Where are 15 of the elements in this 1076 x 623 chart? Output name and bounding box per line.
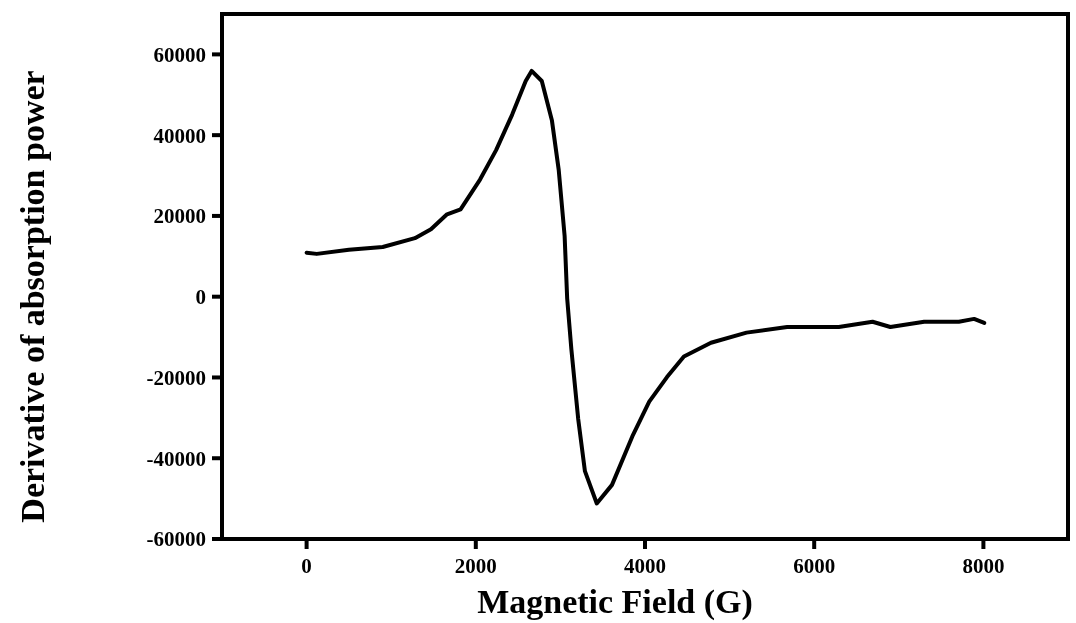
y-axis-title: Derivative of absorption power bbox=[14, 70, 51, 523]
y-tick-label: -40000 bbox=[146, 446, 206, 471]
y-tick-label: 60000 bbox=[153, 42, 206, 67]
x-tick-label: 6000 bbox=[793, 554, 836, 578]
x-tick-label: 4000 bbox=[624, 554, 666, 578]
x-tick-label: 2000 bbox=[454, 554, 497, 578]
x-axis-title: Magnetic Field (G) bbox=[477, 583, 753, 621]
y-tick-label: -20000 bbox=[146, 365, 206, 390]
y-tick-label: 0 bbox=[195, 285, 206, 310]
x-tick-label: 8000 bbox=[962, 554, 1005, 578]
y-tick-label: -60000 bbox=[146, 527, 206, 552]
y-tick-label: 40000 bbox=[153, 123, 206, 148]
y-tick-label: 20000 bbox=[153, 204, 206, 229]
line-series bbox=[304, 68, 987, 506]
x-tick-label: 0 bbox=[301, 554, 312, 578]
